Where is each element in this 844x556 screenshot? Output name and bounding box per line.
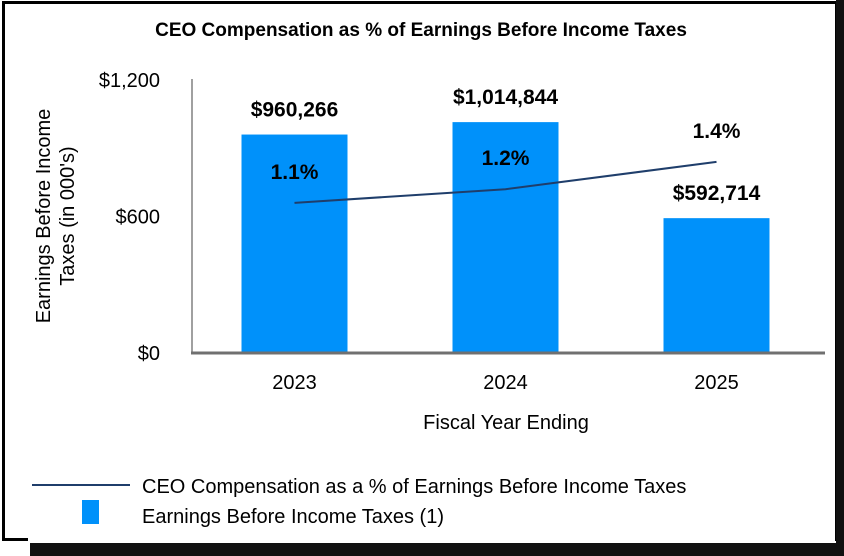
bar-data-label: $1,014,844 — [453, 86, 558, 109]
frame-edge — [2, 538, 28, 541]
percent-data-label: 1.2% — [482, 147, 530, 170]
legend: CEO Compensation as a % of Earnings Befo… — [32, 476, 686, 528]
x-tick-label: 2024 — [483, 372, 528, 394]
bar-data-label: $592,714 — [673, 182, 761, 205]
y-tick-label: $1,200 — [99, 70, 160, 92]
x-tick-label: 2023 — [272, 372, 317, 394]
percent-data-label: 1.4% — [693, 120, 741, 143]
bar-2023 — [241, 134, 348, 353]
legend-label-line: CEO Compensation as a % of Earnings Befo… — [142, 476, 686, 498]
frame-right-strip — [836, 0, 844, 556]
bar-data-label: $960,266 — [251, 99, 339, 122]
chart-title: CEO Compensation as % of Earnings Before… — [155, 20, 687, 41]
bar-2024 — [452, 122, 559, 354]
bar-2025 — [663, 218, 770, 353]
y-axis-label-line1: Earnings Before Income — [33, 109, 55, 324]
legend-bar-swatch — [82, 500, 99, 524]
frame-bottom-strip — [30, 543, 844, 556]
x-tick-label: 2025 — [694, 372, 739, 394]
y-tick-label: $0 — [138, 343, 160, 365]
percent-data-label: 1.1% — [271, 161, 319, 184]
x-axis-label: Fiscal Year Ending — [423, 412, 589, 434]
legend-label-bar: Earnings Before Income Taxes (1) — [142, 506, 444, 528]
y-axis-label-line2: Taxes (in 000's) — [57, 146, 79, 285]
y-tick-label: $600 — [116, 207, 161, 229]
